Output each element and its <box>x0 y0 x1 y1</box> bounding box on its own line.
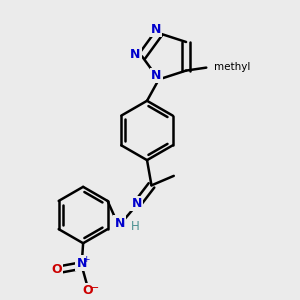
Text: N: N <box>151 23 161 36</box>
Text: −: − <box>89 283 99 293</box>
Text: N: N <box>115 217 125 230</box>
Text: methyl: methyl <box>214 62 250 72</box>
Text: +: + <box>82 255 89 264</box>
Text: N: N <box>131 197 142 210</box>
Text: N: N <box>151 69 162 82</box>
Text: O: O <box>52 263 62 276</box>
Text: O: O <box>83 284 94 297</box>
Text: N: N <box>130 48 141 61</box>
Text: H: H <box>131 220 140 232</box>
Text: N: N <box>76 256 87 270</box>
